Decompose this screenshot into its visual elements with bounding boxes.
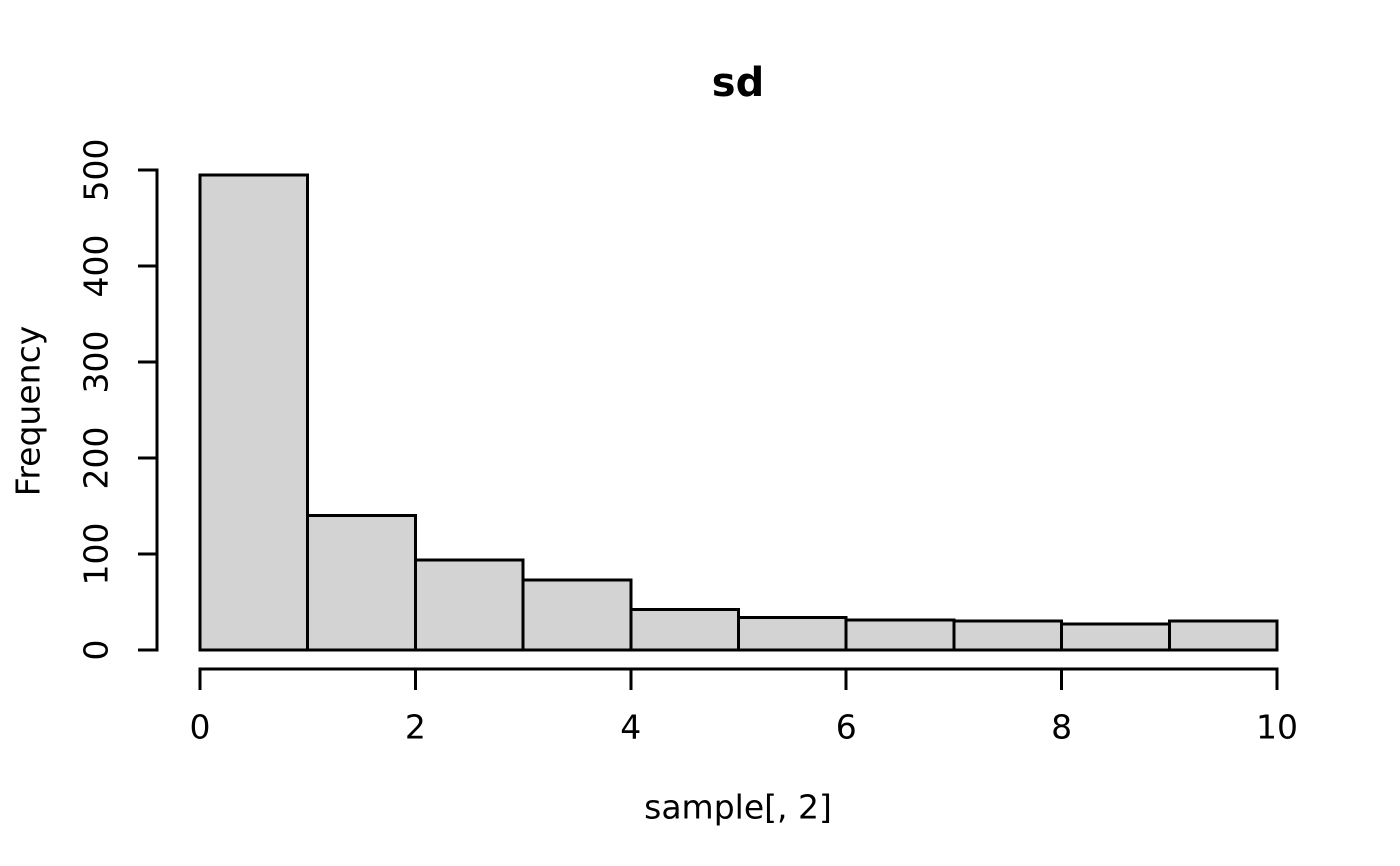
histogram-bar (844, 618, 956, 652)
histogram-bar (413, 558, 525, 652)
y-tick-label: 100 (76, 522, 116, 586)
y-tick-label: 200 (76, 426, 116, 490)
histogram-bar (629, 608, 740, 652)
histogram-bar (952, 619, 1064, 652)
x-tick-label: 4 (620, 707, 642, 747)
chart-title: sd (711, 60, 765, 106)
x-tick-label: 2 (404, 707, 426, 747)
histogram-bar (198, 173, 310, 652)
x-tick-label: 8 (1051, 707, 1073, 747)
x-tick-label: 6 (835, 707, 857, 747)
histogram-bar (521, 578, 633, 652)
x-axis-label: sample[, 2] (644, 787, 832, 827)
histogram-bar (737, 615, 848, 652)
x-tick-label: 0 (189, 707, 211, 747)
x-tick-label: 10 (1256, 707, 1298, 747)
histogram-bar (1167, 619, 1279, 652)
y-tick-label: 400 (76, 234, 116, 298)
y-tick-label: 500 (76, 138, 116, 202)
y-axis-label: Frequency (8, 325, 48, 497)
y-tick-label: 300 (76, 330, 116, 394)
histogram-bar (1060, 622, 1171, 652)
y-tick-label: 0 (76, 639, 116, 661)
histogram-bar (306, 514, 417, 652)
